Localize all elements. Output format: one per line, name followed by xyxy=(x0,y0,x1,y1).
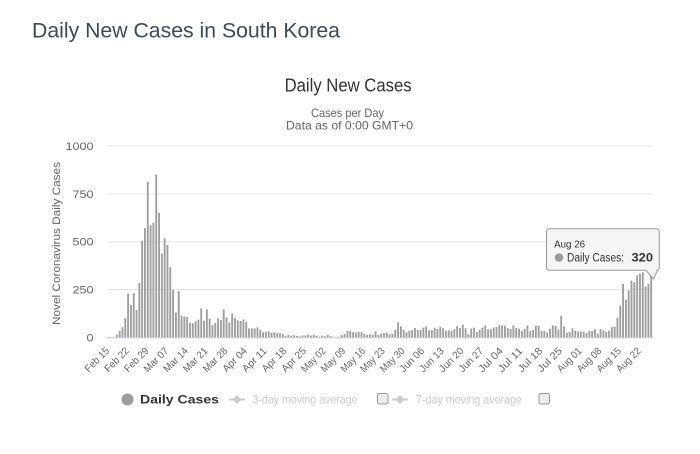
svg-text:750: 750 xyxy=(73,189,94,201)
svg-text:500: 500 xyxy=(73,237,94,249)
svg-text:Data as of 0:00 GMT+0: Data as of 0:00 GMT+0 xyxy=(286,118,413,132)
svg-text:7-day moving average: 7-day moving average xyxy=(416,395,522,407)
svg-text:Daily New Cases in South Korea: Daily New Cases in South Korea xyxy=(32,19,340,42)
svg-text:320: 320 xyxy=(632,252,654,264)
svg-text:Aug 26: Aug 26 xyxy=(554,239,585,250)
svg-text:3-day moving average: 3-day moving average xyxy=(253,395,358,407)
svg-text:Novel Coronavirus Daily Cases: Novel Coronavirus Daily Cases xyxy=(51,161,63,325)
svg-text:Daily Cases: Daily Cases xyxy=(140,393,219,407)
svg-text:250: 250 xyxy=(73,285,94,297)
svg-text:Daily New Cases: Daily New Cases xyxy=(285,76,412,96)
svg-text:0: 0 xyxy=(87,332,94,344)
svg-text:1000: 1000 xyxy=(66,141,94,153)
svg-text:Daily Cases:: Daily Cases: xyxy=(567,252,624,264)
svg-text:Cases per Day: Cases per Day xyxy=(311,106,384,120)
